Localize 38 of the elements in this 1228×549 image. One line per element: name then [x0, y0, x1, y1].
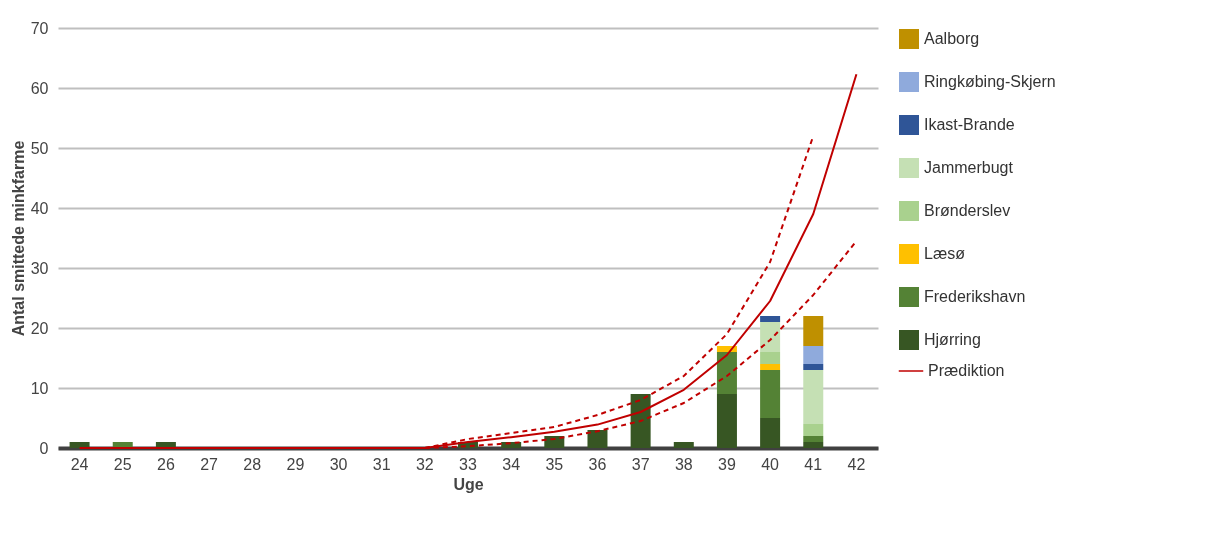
legend-label: Ringkøbing-Skjern [924, 73, 1056, 90]
y-axis-title: Antal smittede minkfarme [9, 140, 27, 337]
x-tick-label: 25 [113, 455, 132, 473]
legend-label: Brønderslev [924, 202, 1011, 219]
x-tick-label: 28 [243, 455, 262, 473]
y-tick-label: 0 [39, 439, 49, 457]
x-tick-label: 36 [588, 455, 607, 473]
x-tick-label: 33 [459, 455, 477, 473]
x-tick-label: 31 [372, 455, 391, 473]
y-tick-label: 30 [30, 259, 49, 277]
legend-label: Prædiktion [928, 362, 1005, 379]
x-tick-label: 41 [804, 455, 823, 473]
x-tick-label: 42 [847, 455, 866, 473]
x-tick-label: 39 [718, 455, 736, 473]
y-tick-label: 40 [30, 199, 49, 217]
y-tick-label: 70 [30, 19, 49, 37]
legend-label: Jammerbugt [924, 159, 1014, 176]
legend-label: Hjørring [924, 331, 981, 348]
x-tick-label: 30 [329, 455, 348, 473]
y-tick-label: 10 [30, 379, 49, 397]
y-tick-label: 50 [30, 139, 49, 157]
y-tick-label: 20 [30, 319, 49, 337]
x-tick-label: 26 [157, 455, 175, 473]
x-tick-label: 37 [631, 455, 650, 473]
x-tick-label: 35 [545, 455, 564, 473]
x-axis-title: Uge [453, 475, 484, 493]
x-tick-label: 29 [286, 455, 305, 473]
x-tick-label: 34 [502, 455, 521, 473]
x-tick-label: 24 [70, 455, 89, 473]
legend-label: Ikast-Brande [924, 116, 1015, 133]
x-tick-label: 40 [761, 455, 780, 473]
x-tick-label: 38 [674, 455, 693, 473]
y-tick-label: 60 [30, 79, 49, 97]
x-tick-label: 32 [415, 455, 434, 473]
x-tick-label: 27 [200, 455, 219, 473]
legend-label: Frederikshavn [924, 288, 1026, 305]
legend-label: Læsø [924, 245, 966, 262]
legend-label: Aalborg [924, 30, 980, 47]
